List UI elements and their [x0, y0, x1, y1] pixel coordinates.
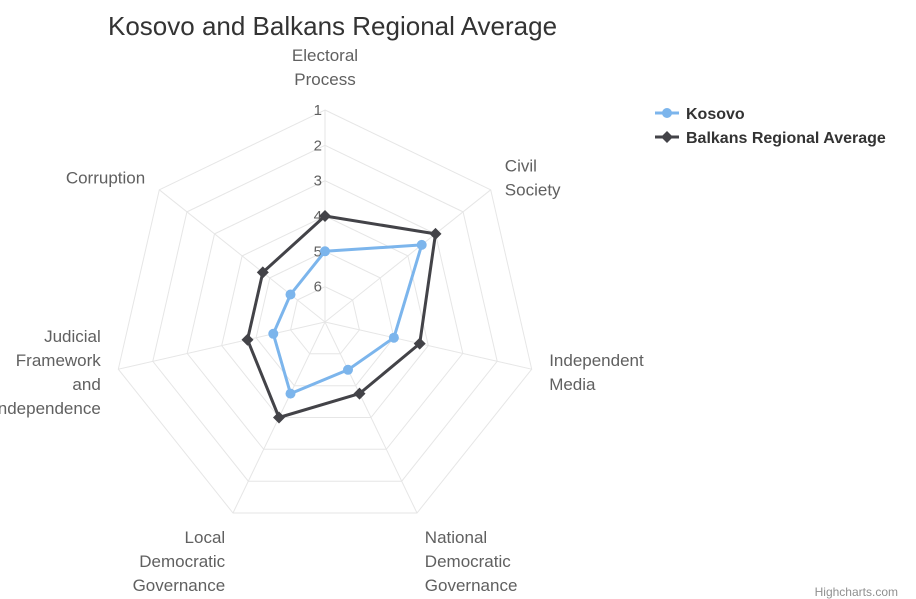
data-point[interactable] [320, 246, 330, 257]
grid-ring [117, 109, 533, 514]
y-tick-label: 3 [314, 173, 322, 190]
grid-spoke [158, 189, 326, 323]
category-label: Civil Society [505, 157, 561, 200]
category-label: Independent Media [549, 351, 644, 394]
data-point[interactable] [388, 332, 399, 343]
data-point[interactable] [353, 387, 366, 400]
data-point[interactable] [285, 289, 296, 300]
y-tick-label: 2 [314, 137, 322, 154]
grid-ring [152, 144, 498, 482]
data-point[interactable] [319, 210, 331, 222]
grid-ring [221, 215, 429, 418]
series-line [271, 243, 424, 396]
data-point[interactable] [256, 266, 269, 279]
data-point[interactable] [273, 411, 285, 424]
chart-title: Kosovo and Balkans Regional Average [108, 11, 557, 41]
category-label: Local Democratic Governance [133, 528, 226, 595]
y-tick-label: 1 [314, 102, 322, 119]
series-kosovo [268, 239, 427, 399]
legend-item[interactable]: Balkans Regional Average [655, 130, 886, 147]
data-point[interactable] [343, 364, 353, 375]
y-tick-label: 6 [314, 279, 322, 296]
radar-grid [117, 109, 533, 514]
legend-item[interactable]: Kosovo [655, 106, 745, 123]
legend: Kosovo Balkans Regional Average [655, 106, 886, 147]
series-line [246, 214, 437, 419]
category-label: Electoral Process [292, 46, 358, 89]
grid-spoke [118, 321, 326, 370]
grid-spoke [324, 189, 492, 323]
data-point[interactable] [268, 328, 279, 339]
data-point[interactable] [285, 388, 296, 399]
grid-ring [255, 250, 395, 387]
legend-label: Kosovo [686, 106, 745, 123]
legend-label: Balkans Regional Average [686, 130, 886, 147]
category-label: National Democratic Governance [425, 528, 518, 595]
data-point[interactable] [429, 227, 442, 240]
grid-spoke [324, 321, 532, 370]
series-balkans-average [241, 210, 442, 424]
y-tick-label: 5 [314, 243, 322, 260]
radial-axis-ticks: 1 2 3 4 5 6 [314, 102, 322, 296]
data-point[interactable] [241, 333, 254, 346]
grid-ring [186, 180, 464, 450]
grid-ring [290, 286, 360, 355]
legend-marker [662, 108, 672, 118]
category-labels: Electoral Process Civil Society Independent M… [0, 46, 644, 595]
legend-marker [661, 131, 673, 143]
data-point[interactable] [413, 337, 426, 350]
category-label: Judicial Framework and Independence [0, 327, 101, 418]
data-point[interactable] [416, 239, 427, 250]
y-tick-label: 4 [314, 208, 322, 225]
category-label: Corruption [66, 169, 145, 188]
series-layer [241, 210, 442, 424]
grid-spoke [324, 321, 418, 514]
credits-text[interactable]: Highcharts.com [815, 585, 898, 599]
